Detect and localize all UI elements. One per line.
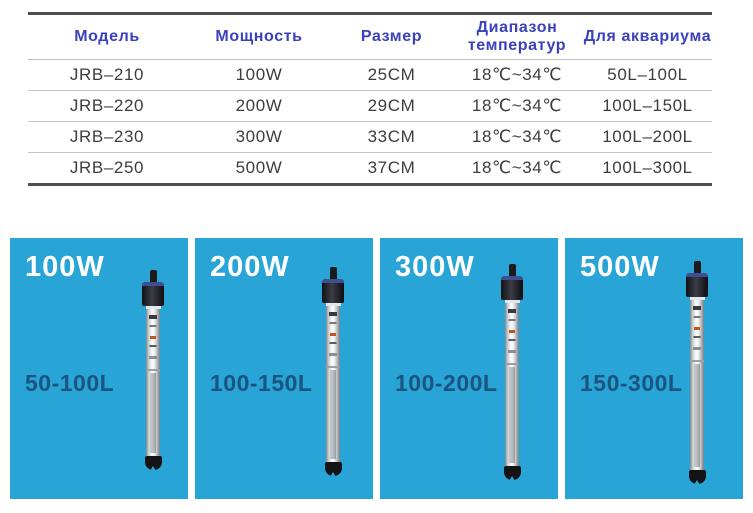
aquarium-heater-photo [684, 261, 710, 484]
heater-scale-mark [329, 353, 337, 356]
table-row: JRB–210 100W 25CM 18℃~34℃ 50L–100L [28, 60, 712, 91]
heater-collar [325, 303, 341, 306]
product-panel-300w: 300W 100-200L [380, 238, 558, 499]
panel-power-label: 300W [395, 251, 475, 283]
heater-glass-tube [326, 306, 340, 463]
table-row: JRB–250 500W 37CM 18℃~34℃ 100L–300L [28, 153, 712, 183]
heater-cap [322, 279, 344, 303]
cell-power: 300W [235, 127, 283, 146]
heater-collar [145, 306, 161, 309]
table-header-row: Модель Мощность Размер Диапазон температ… [28, 15, 712, 60]
aquarium-heater-photo [320, 267, 346, 476]
cell-aquarium-volume: 100L–200L [602, 127, 693, 146]
heater-scale-mark [508, 319, 516, 321]
heater-scale-mark [329, 342, 337, 344]
header-cell-power: Мощность [215, 28, 303, 46]
heater-tip [688, 470, 706, 484]
panel-volume-label: 100-150L [210, 370, 313, 396]
heater-tube-joint [505, 363, 519, 365]
cell-power: 500W [235, 158, 283, 177]
cell-size: 37CM [367, 158, 416, 177]
heater-cap [501, 276, 523, 300]
heater-scale-mark [150, 336, 156, 339]
heater-tube-joint [326, 366, 340, 368]
cell-power: 200W [235, 96, 283, 115]
header-cell-size: Размер [360, 28, 423, 46]
panel-power-label: 100W [25, 251, 105, 283]
heater-cap [686, 273, 708, 297]
cell-size: 29CM [367, 96, 416, 115]
heater-scale-mark [330, 333, 336, 336]
panel-power-label: 500W [580, 251, 660, 283]
heater-scale-mark [149, 356, 157, 359]
heater-scale-mark [694, 327, 700, 330]
heater-cable-nub [508, 264, 516, 277]
aquarium-heater-photo [140, 270, 166, 470]
panel-power-label: 200W [210, 251, 290, 283]
heater-cap [142, 282, 164, 306]
table-row: JRB–230 300W 33CM 18℃~34℃ 100L–200L [28, 122, 712, 153]
heater-scale-mark [508, 309, 516, 313]
heater-glass-tube [690, 300, 704, 471]
header-cell-model: Модель [74, 28, 140, 46]
heater-collar [504, 300, 520, 303]
cell-model: JRB–230 [69, 127, 145, 146]
heater-scale-mark [693, 336, 701, 338]
heater-tube-joint [146, 369, 160, 371]
heater-cable-nub [149, 270, 157, 283]
heater-scale-mark [149, 325, 157, 327]
heater-scale-mark [508, 339, 516, 341]
heater-element-core [694, 364, 700, 467]
cell-aquarium-volume: 100L–300L [602, 158, 693, 177]
panel-volume-label: 50-100L [25, 370, 115, 396]
spec-table: Модель Мощность Размер Диапазон температ… [28, 12, 712, 186]
product-panel-200w: 200W 100-150L [195, 238, 373, 499]
heater-cable-nub [329, 267, 337, 280]
cell-aquarium-volume: 100L–150L [602, 96, 693, 115]
cell-aquarium-volume: 50L–100L [607, 65, 688, 84]
heater-tube-joint [690, 360, 704, 362]
heater-glass-tube [505, 303, 519, 467]
product-panel-500w: 500W 150-300L [565, 238, 743, 499]
cell-power: 100W [235, 65, 283, 84]
heater-tip [324, 462, 342, 476]
product-panels-row: 100W 50-100L 200W 100-150L [10, 238, 743, 499]
cell-model: JRB–210 [69, 65, 145, 84]
header-cell-temp-range: Диапазон температур [467, 19, 567, 54]
header-cell-aquarium: Для аквариума [583, 28, 712, 46]
heater-scale-mark [149, 315, 157, 319]
cell-model: JRB–220 [69, 96, 145, 115]
heater-scale-mark [149, 345, 157, 347]
table-row: JRB–220 200W 29CM 18℃~34℃ 100L–150L [28, 91, 712, 122]
cell-temp-range: 18℃~34℃ [471, 96, 563, 115]
heater-scale-mark [693, 306, 701, 310]
heater-scale-mark [329, 312, 337, 316]
product-panel-100w: 100W 50-100L [10, 238, 188, 499]
heater-scale-mark [508, 350, 516, 353]
heater-collar [689, 297, 705, 300]
cell-temp-range: 18℃~34℃ [471, 65, 563, 84]
heater-scale-mark [693, 347, 701, 350]
heater-scale-mark [329, 322, 337, 324]
cell-model: JRB–250 [69, 158, 145, 177]
panel-volume-label: 150-300L [580, 370, 683, 396]
heater-cable-nub [693, 261, 701, 274]
heater-scale-mark [509, 330, 515, 333]
heater-scale-mark [693, 316, 701, 318]
aquarium-heater-photo [499, 264, 525, 480]
cell-temp-range: 18℃~34℃ [471, 127, 563, 146]
heater-glass-tube [146, 309, 160, 457]
heater-element-core [330, 370, 336, 459]
cell-size: 33CM [367, 127, 416, 146]
heater-tip [144, 456, 162, 470]
panel-volume-label: 100-200L [395, 370, 498, 396]
heater-element-core [150, 373, 156, 453]
heater-tip [503, 466, 521, 480]
cell-temp-range: 18℃~34℃ [471, 158, 563, 177]
cell-size: 25CM [367, 65, 416, 84]
heater-element-core [509, 367, 515, 463]
